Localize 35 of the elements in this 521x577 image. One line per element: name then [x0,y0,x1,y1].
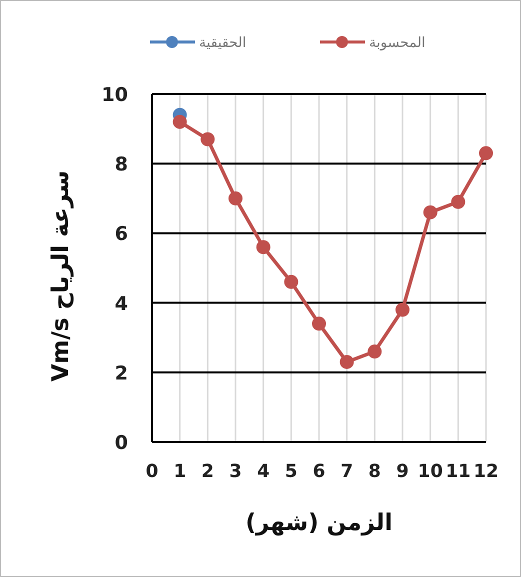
point [340,354,354,369]
point [479,146,493,160]
x-tick-label: 2 [201,461,214,482]
x-tick-label: 0 [146,461,158,482]
x-tick-label: 8 [368,461,381,482]
x-tick-label: 11 [446,461,471,482]
point [396,302,410,317]
legend-label: الحقيقية [199,35,246,51]
point [172,114,187,129]
x-tick-label: 7 [340,461,354,482]
x-axis-title: الزمن (شهر) [246,510,392,536]
x-tick-label: 6 [312,461,326,482]
y-tick-label: 10 [102,84,128,106]
point [451,194,466,209]
point [284,274,298,289]
y-tick-label: 2 [114,362,128,384]
x-tick-label: 12 [473,461,499,482]
x-tick-label: 1 [174,461,186,482]
point [228,191,242,206]
x-tick-label: 3 [229,461,242,482]
y-tick-label: 0 [114,432,128,454]
y-tick-label: 4 [114,292,128,315]
point [423,205,438,220]
point [256,240,270,254]
point [200,132,215,146]
legend-label: المحسوبة [369,35,426,51]
y-tick-label: 8 [114,154,128,176]
x-tick-label: 5 [284,461,298,482]
y-axis-title: سرعة الرياح Vm/s [48,170,74,382]
y-tick-label: 6 [114,223,128,246]
x-tick-label: 4 [257,461,270,482]
point [312,316,326,331]
x-tick-label: 9 [396,461,409,482]
x-tick-label: 10 [418,461,443,482]
point [368,344,382,359]
